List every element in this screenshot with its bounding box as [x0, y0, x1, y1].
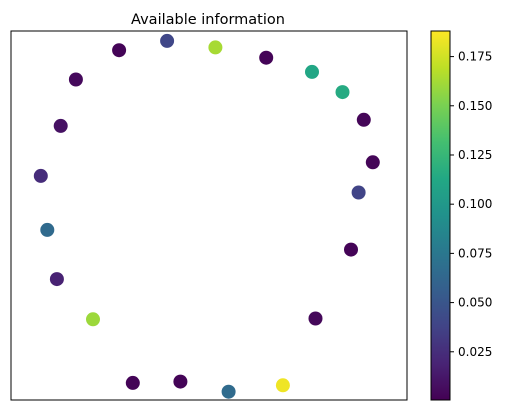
scatter-point — [173, 374, 188, 389]
scatter-point — [259, 50, 274, 65]
scatter-point — [335, 85, 350, 100]
colorbar-frame — [430, 30, 451, 401]
scatter-point — [33, 168, 48, 183]
colorbar-tick-label: 0.125 — [458, 148, 492, 162]
scatter-point — [125, 375, 140, 390]
chart-title: Available information — [131, 12, 285, 28]
scatter-point — [112, 43, 127, 58]
scatter-point — [40, 222, 55, 237]
scatter-point — [221, 384, 236, 399]
scatter-point — [351, 185, 366, 200]
colorbar-tick-label: 0.025 — [458, 345, 492, 359]
plot-area — [10, 30, 408, 401]
scatter-point — [53, 118, 68, 133]
scatter-point — [275, 378, 290, 393]
colorbar — [431, 31, 450, 400]
scatter-point — [305, 64, 319, 79]
scatter-point — [86, 312, 100, 327]
scatter-point — [365, 155, 380, 170]
scatter-point — [68, 72, 83, 87]
scatter-point — [356, 112, 371, 127]
colorbar-tick-label: 0.100 — [458, 197, 492, 211]
scatter-point — [344, 242, 358, 257]
scatter-point — [208, 40, 223, 55]
colorbar-tick-label: 0.050 — [458, 296, 492, 310]
colorbar-tick-label: 0.075 — [458, 246, 492, 260]
scatter-points — [33, 33, 380, 399]
scatter-point — [308, 311, 323, 326]
colorbar-ticks: 0.025 0.050 0.075 0.100 0.125 0.150 0.175 — [450, 50, 492, 359]
colorbar-tick-label: 0.175 — [458, 50, 492, 64]
colorbar-tick-label: 0.150 — [458, 99, 492, 113]
scatter-point — [49, 272, 64, 287]
scatter-point — [160, 33, 175, 48]
